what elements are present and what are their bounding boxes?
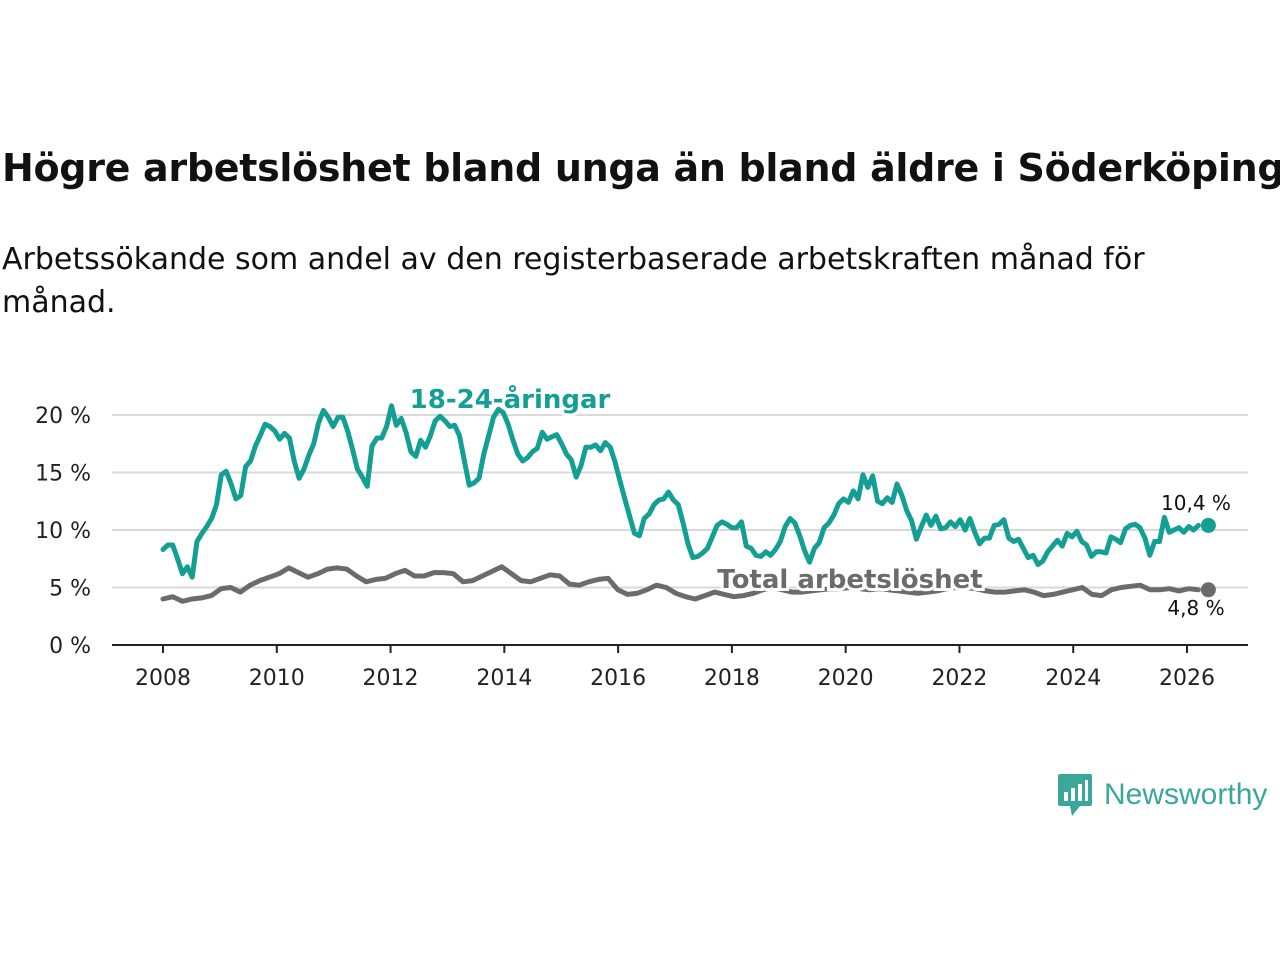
series-line-total	[160, 564, 1201, 604]
series-label-18-24: 18-24-åringar	[410, 383, 611, 415]
series-lines	[160, 403, 1216, 604]
series-labels: 18-24-åringar Total arbetslöshet 10,4 % 4,8…	[407, 380, 1231, 620]
line-chart: 0 %5 %10 %15 %20 % 2008 2010 2012 2014 2016 2…	[35, 380, 1248, 691]
end-point-18-24	[1200, 517, 1216, 533]
x-tick-label: 2016	[590, 666, 646, 691]
x-tick-label: 2010	[249, 666, 305, 691]
x-axis: 2008 2010 2012 2014 2016 2018 2020 2022 2024 2026	[112, 644, 1248, 691]
x-tick-label: 2020	[818, 666, 874, 691]
series-line-18-24	[160, 403, 1201, 580]
y-tick-label: 5 %	[49, 577, 91, 602]
y-tick-label: 10 %	[35, 519, 91, 544]
chart-title: Högre arbetslöshet bland unga än bland ä…	[2, 146, 1280, 190]
y-tick-label: 15 %	[35, 462, 91, 487]
newsworthy-logo[interactable]: Newsworthy	[1058, 772, 1267, 818]
end-value-label-total: 4,8 %	[1167, 596, 1224, 620]
series-label-total: Total arbetslöshet	[717, 565, 982, 595]
end-point-total	[1200, 582, 1216, 598]
y-axis: 0 % 5 % 10 % 15 % 20 %	[35, 404, 91, 659]
newsworthy-logo-icon	[1058, 774, 1092, 816]
x-tick-label: 2012	[363, 666, 419, 691]
y-tick-label: 20 %	[35, 404, 91, 429]
newsworthy-brand-name: Newsworthy	[1104, 778, 1268, 811]
x-tick-label: 2018	[704, 666, 760, 691]
x-tick-label: 2014	[476, 666, 532, 691]
y-tick-label: 0 %	[49, 634, 91, 659]
gridlines	[112, 414, 1248, 589]
x-tick-label: 2008	[135, 666, 191, 691]
chart-subtitle: Arbetssökande som andel av den registerb…	[2, 242, 1145, 320]
x-tick-label: 2022	[931, 666, 987, 691]
x-tick-label: 2026	[1159, 666, 1215, 691]
end-value-label-18-24: 10,4 %	[1161, 491, 1231, 515]
x-tick-label: 2024	[1045, 666, 1101, 691]
